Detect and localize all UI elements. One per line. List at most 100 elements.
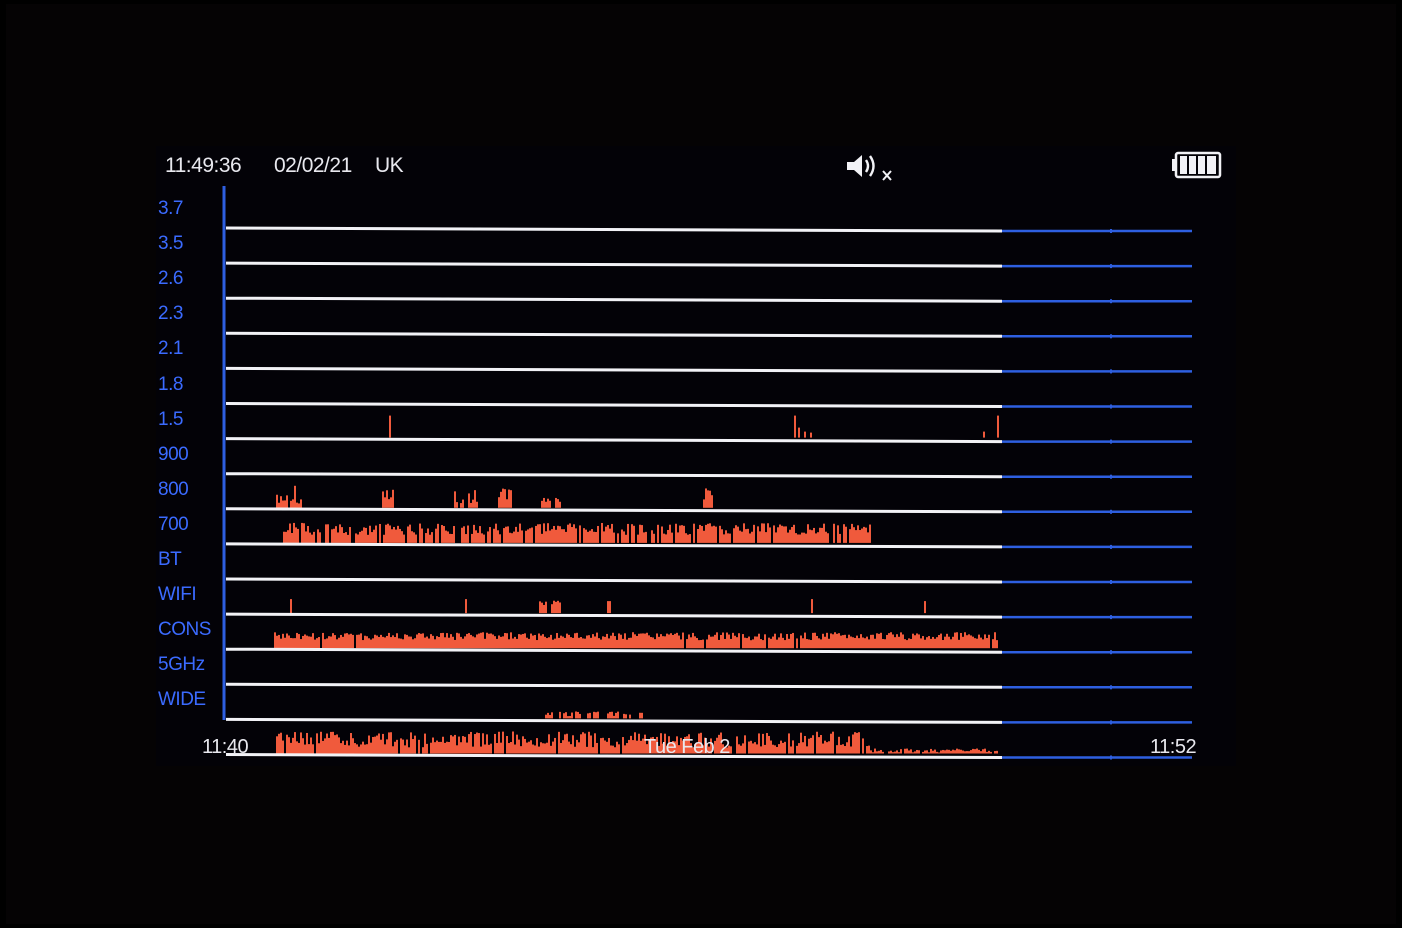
activity-bar bbox=[322, 632, 324, 649]
activity-bar bbox=[382, 491, 384, 508]
activity-bar bbox=[416, 634, 418, 649]
activity-bar bbox=[379, 523, 381, 543]
activity-bar bbox=[610, 635, 612, 649]
activity-bar bbox=[367, 534, 369, 543]
activity-bar bbox=[580, 734, 582, 754]
activity-bar bbox=[343, 533, 345, 543]
activity-bar bbox=[448, 741, 450, 754]
activity-bar bbox=[918, 750, 920, 754]
activity-bar bbox=[761, 523, 763, 543]
time-axis-end: 11:52 bbox=[1150, 736, 1197, 758]
activity-bar bbox=[726, 747, 728, 754]
activity-bar bbox=[525, 530, 527, 543]
activity-bar bbox=[992, 639, 994, 649]
activity-bar bbox=[574, 746, 576, 754]
activity-bar bbox=[842, 744, 844, 754]
activity-bar bbox=[842, 635, 844, 649]
activity-bar bbox=[614, 747, 616, 754]
activity-bar bbox=[864, 638, 866, 649]
activity-bar bbox=[514, 744, 516, 754]
activity-bar bbox=[797, 534, 799, 543]
activity-bar bbox=[317, 529, 319, 543]
activity-bar bbox=[906, 640, 908, 649]
speaker-muted-icon[interactable] bbox=[845, 151, 895, 183]
activity-bar bbox=[425, 533, 427, 543]
activity-bar bbox=[513, 531, 515, 543]
activity-bar bbox=[419, 523, 421, 543]
activity-bar bbox=[672, 740, 674, 754]
activity-bar bbox=[304, 744, 306, 754]
activity-bar bbox=[504, 633, 506, 649]
activity-bar bbox=[767, 523, 769, 543]
activity-bar bbox=[309, 532, 311, 543]
timeline-white-line bbox=[225, 472, 1003, 479]
activity-bar bbox=[348, 745, 350, 754]
activity-bar bbox=[822, 743, 824, 754]
activity-bar bbox=[443, 526, 445, 543]
activity-bar bbox=[283, 531, 285, 543]
activity-bar bbox=[650, 737, 652, 754]
activity-bar bbox=[541, 533, 543, 543]
activity-bar bbox=[687, 534, 689, 543]
activity-bar bbox=[593, 711, 595, 719]
activity-bar bbox=[571, 712, 573, 719]
activity-bar bbox=[679, 525, 681, 543]
activity-bar bbox=[896, 634, 898, 649]
activity-bar bbox=[486, 632, 488, 649]
activity-bar bbox=[603, 531, 605, 543]
activity-bar bbox=[551, 712, 553, 719]
activity-bar bbox=[278, 502, 280, 508]
activity-bar bbox=[816, 635, 818, 649]
activity-bar bbox=[654, 740, 656, 754]
activity-bar bbox=[570, 744, 572, 754]
activity-bar bbox=[602, 636, 604, 649]
activity-bar bbox=[774, 633, 776, 649]
activity-bar bbox=[648, 740, 650, 754]
activity-bar bbox=[428, 638, 430, 649]
activity-bar bbox=[900, 749, 902, 754]
activity-bar bbox=[928, 636, 930, 649]
activity-bar bbox=[622, 638, 624, 649]
activity-bar bbox=[539, 601, 541, 614]
timeline-white-line bbox=[225, 682, 1003, 689]
activity-bar bbox=[319, 532, 321, 543]
band-label: WIFI bbox=[158, 584, 197, 606]
activity-bar bbox=[386, 490, 388, 508]
activity-bar bbox=[444, 637, 446, 649]
activity-bar bbox=[555, 601, 557, 614]
activity-bar bbox=[368, 638, 370, 649]
activity-bar bbox=[589, 712, 591, 719]
activity-bar bbox=[479, 526, 481, 543]
activity-bar bbox=[460, 503, 462, 508]
activity-bar bbox=[354, 743, 356, 754]
activity-bar bbox=[518, 634, 520, 649]
activity-bar bbox=[357, 534, 359, 543]
activity-bar bbox=[409, 524, 411, 543]
activity-bar bbox=[406, 634, 408, 649]
activity-bar bbox=[342, 636, 344, 649]
activity-bar bbox=[516, 638, 518, 649]
activity-bar bbox=[382, 733, 384, 754]
activity-bar bbox=[436, 740, 438, 754]
activity-bar bbox=[510, 742, 512, 754]
activity-bar bbox=[833, 523, 835, 543]
activity-bar bbox=[799, 534, 801, 543]
activity-bar bbox=[359, 531, 361, 543]
activity-bar bbox=[802, 742, 804, 754]
activity-bar bbox=[400, 638, 402, 649]
activity-bar bbox=[754, 636, 756, 649]
activity-bar bbox=[698, 733, 700, 754]
activity-bar bbox=[508, 743, 510, 754]
band-label: 2.6 bbox=[158, 268, 183, 290]
activity-bar bbox=[341, 527, 343, 543]
activity-bar bbox=[898, 636, 900, 649]
activity-bar bbox=[746, 638, 748, 649]
activity-bar bbox=[628, 637, 630, 649]
activity-bar bbox=[894, 751, 896, 754]
activity-bar bbox=[559, 526, 561, 543]
activity-bar bbox=[385, 524, 387, 543]
activity-bar bbox=[460, 636, 462, 649]
activity-bar bbox=[821, 527, 823, 543]
activity-bar bbox=[444, 742, 446, 754]
